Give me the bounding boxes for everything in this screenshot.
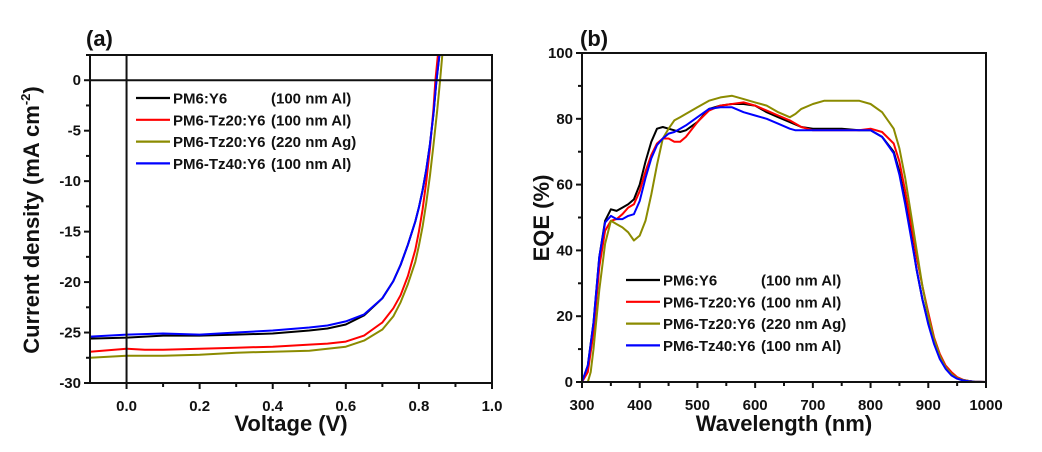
x-tick-label: 700: [800, 397, 825, 414]
eqe-x-ticks: 300 400 500 600 700 800 900 1000: [569, 382, 1003, 414]
jv-plot-frame: [89, 54, 493, 384]
y-tick-label: -10: [59, 173, 81, 190]
y-tick-label: 0: [73, 72, 81, 89]
x-tick-label: 900: [916, 397, 941, 414]
jv-legend: PM6:Y6 (100 nm Al)PM6-Tz20:Y6 (100 nm Al)P…: [136, 91, 356, 173]
x-tick-label: 0.6: [335, 398, 356, 415]
x-tick-label: 0.2: [189, 398, 210, 415]
y-tick-label: 80: [556, 111, 573, 128]
legend-name: PM6:Y6: [663, 273, 717, 290]
series-line-4: [90, 55, 441, 338]
jv-y-axis-title-end: ): [19, 86, 44, 93]
legend-note: (100 nm Al): [761, 273, 841, 290]
panel-label-a: (a): [86, 26, 113, 51]
legend-name: PM6:Y6: [173, 91, 227, 108]
y-tick-label: -25: [59, 325, 81, 342]
y-tick-label: 20: [556, 308, 573, 325]
legend-item: PM6-Tz40:Y6 (100 nm Al): [626, 338, 841, 355]
y-tick-label: -15: [59, 224, 81, 241]
legend-name: PM6-Tz20:Y6: [173, 112, 266, 129]
legend-item: PM6:Y6 (100 nm Al): [626, 273, 841, 290]
eqe-series-group: [582, 94, 986, 382]
jv-series-group: [90, 55, 444, 359]
series-line-2: [90, 55, 439, 353]
y-tick-label: -30: [59, 375, 81, 392]
jv-y-ticks: 0 -5 -10 -15 -20 -25 -30: [59, 54, 90, 392]
legend-item: PM6-Tz20:Y6 (100 nm Al): [136, 112, 351, 129]
series-line-4: [582, 106, 986, 382]
y-tick-label: 60: [556, 177, 573, 194]
x-tick-label: 0.4: [262, 398, 284, 415]
legend-name: PM6-Tz40:Y6: [663, 338, 756, 355]
legend-note: (100 nm Al): [761, 338, 841, 355]
legend-name: PM6-Tz20:Y6: [173, 134, 266, 151]
legend-note: (100 nm Al): [271, 156, 351, 173]
legend-note: (220 nm Ag): [761, 316, 846, 333]
y-tick-label: 100: [548, 45, 573, 62]
x-tick-label: 400: [627, 397, 652, 414]
y-tick-label: -20: [59, 274, 81, 291]
jv-y-axis-title-sup: -2: [18, 94, 33, 106]
y-tick-label: -5: [68, 123, 81, 140]
legend-name: PM6-Tz40:Y6: [173, 156, 266, 173]
y-tick-label: 0: [565, 374, 573, 391]
x-tick-label: 0.8: [408, 398, 429, 415]
series-line-3: [90, 55, 444, 359]
legend-item: PM6-Tz40:Y6 (100 nm Al): [136, 156, 351, 173]
y-tick-label: 40: [556, 242, 573, 259]
eqe-x-axis-title: Wavelength (nm): [696, 411, 872, 436]
x-tick-label: 1.0: [482, 398, 503, 415]
eqe-legend: PM6:Y6 (100 nm Al)PM6-Tz20:Y6 (100 nm Al)P…: [626, 273, 846, 355]
x-tick-label: 600: [743, 397, 768, 414]
legend-name: PM6-Tz20:Y6: [663, 294, 756, 311]
eqe-chart-panel: (b) 300 400 500 600 700 800 900 1000 0 20 40 60 80 1…: [529, 26, 1003, 436]
jv-y-axis-title: Current density (mA cm-2): [18, 86, 44, 353]
jv-y-axis-title-main: Current density (mA cm: [19, 105, 44, 354]
legend-item: PM6-Tz20:Y6 (100 nm Al): [626, 294, 841, 311]
x-tick-label: 300: [569, 397, 594, 414]
series-line-3: [582, 94, 986, 382]
eqe-y-axis-title: EQE (%): [529, 175, 554, 262]
jv-x-axis-title: Voltage (V): [234, 411, 347, 436]
x-tick-label: 500: [685, 397, 710, 414]
jv-x-ticks: 0.0 0.2 0.4 0.6 0.8 1.0: [116, 383, 502, 415]
legend-item: PM6-Tz20:Y6 (220 nm Ag): [136, 134, 356, 151]
legend-note: (100 nm Al): [761, 294, 841, 311]
x-tick-label: 0.0: [116, 398, 137, 415]
x-tick-label: 1000: [969, 397, 1002, 414]
legend-name: PM6-Tz20:Y6: [663, 316, 756, 333]
legend-item: PM6:Y6 (100 nm Al): [136, 91, 351, 108]
legend-note: (100 nm Al): [271, 91, 351, 108]
eqe-y-ticks: 0 20 40 60 80 100: [548, 45, 582, 391]
legend-note: (100 nm Al): [271, 112, 351, 129]
x-tick-label: 800: [858, 397, 883, 414]
panel-label-b: (b): [580, 26, 608, 51]
legend-note: (220 nm Ag): [271, 134, 356, 151]
jv-chart-panel: (a) 0.0 0.2 0.4 0.6 0.8 1.0 0 -5 -10 -15 -20 -25 -3…: [18, 26, 502, 436]
jv-reference-lines: [90, 55, 492, 383]
legend-item: PM6-Tz20:Y6 (220 nm Ag): [626, 316, 846, 333]
